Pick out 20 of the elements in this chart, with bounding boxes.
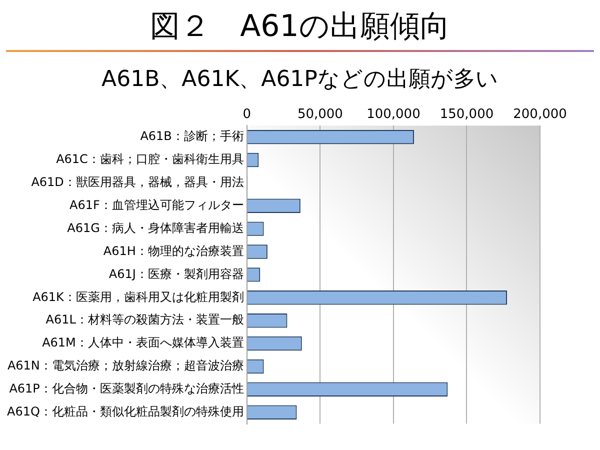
x-tick-label: 50,000 bbox=[297, 107, 343, 122]
y-tick-label: A61B：診断；手術 bbox=[140, 129, 244, 144]
chart-subtitle: A61B、A61K、A61Pなどの出願が多い bbox=[100, 66, 500, 94]
y-tick-label: A61M：人体中・表面へ媒体導入装置 bbox=[42, 336, 244, 350]
x-tick-label: 100,000 bbox=[366, 107, 420, 122]
y-tick-label: A61N：電気治療；放射線治療；超音波治療 bbox=[7, 358, 244, 373]
chart-title: 図２ A61の出願傾向 bbox=[149, 8, 451, 46]
y-tick-label: A61D：獣医用器具，器械，器具・用法 bbox=[31, 175, 244, 190]
y-tick-label: A61C：歯科；口腔・歯科衛生用具 bbox=[56, 152, 244, 166]
y-tick-label: A61K：医薬用，歯科用又は化粧用製剤 bbox=[32, 290, 244, 304]
y-tick-label: A61G：病人・身体障害者用輸送 bbox=[67, 220, 244, 235]
x-tick-label: 0 bbox=[242, 107, 252, 122]
y-tick-label: A61F：血管埋込可能フィルター bbox=[70, 198, 244, 212]
x-tick-label: 150,000 bbox=[440, 107, 494, 122]
x-tick-label: 200,000 bbox=[513, 107, 567, 122]
y-tick-label: A61L：材料等の殺菌方法・装置一般 bbox=[46, 312, 244, 327]
y-tick-label: A61J：医療・製剤用容器 bbox=[108, 266, 244, 281]
y-tick-label: A61Q：化粧品・類似化粧品製剤の特殊使用 bbox=[6, 404, 244, 418]
y-tick-label: A61H：物理的な治療装置 bbox=[103, 244, 244, 258]
y-tick-label: A61P：化合物・医薬製剤の特殊な治療活性 bbox=[9, 382, 244, 396]
